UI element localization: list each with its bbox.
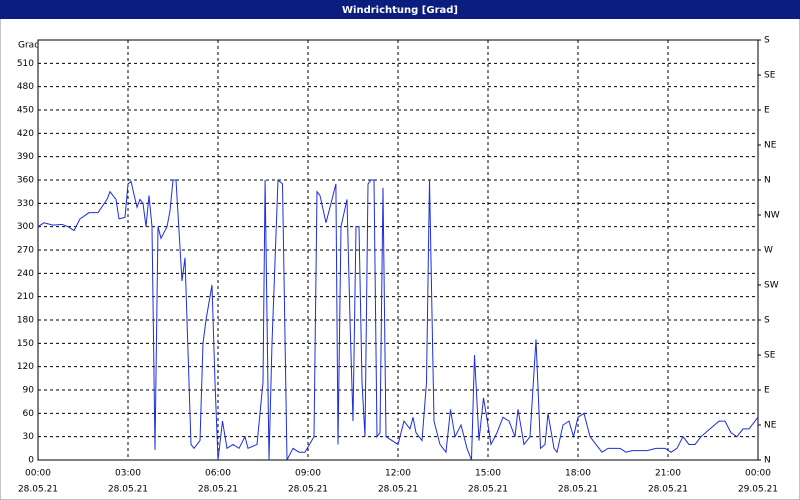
y2-tick-label: SE <box>764 351 776 361</box>
y-tick-label: 360 <box>17 176 34 186</box>
y-tick-label: 120 <box>17 362 34 372</box>
y2-tick-label: E <box>764 386 770 396</box>
y2-tick-label: N <box>764 176 771 186</box>
x-tick-label: 12:00 <box>385 469 411 479</box>
x-tick-date: 29.05.21 <box>738 485 778 495</box>
y-tick-label: 390 <box>17 152 34 162</box>
y-tick-label: 270 <box>17 246 34 256</box>
y2-tick-label: N <box>764 456 771 466</box>
x-tick-label: 21:00 <box>655 469 681 479</box>
y-tick-label: 300 <box>17 222 34 232</box>
y-tick-label: 60 <box>23 409 35 419</box>
y-tick-label: 450 <box>17 106 34 116</box>
y-tick-label: 30 <box>23 432 35 442</box>
x-tick-label: 00:00 <box>745 469 771 479</box>
x-tick-date: 28.05.21 <box>288 485 328 495</box>
y-axis-label: Grad <box>18 41 40 51</box>
x-tick-label: 15:00 <box>475 469 501 479</box>
y-tick-label: 510 <box>17 59 34 69</box>
x-tick-date: 28.05.21 <box>108 485 148 495</box>
y2-tick-label: NW <box>764 211 780 221</box>
x-tick-label: 18:00 <box>565 469 591 479</box>
x-tick-label: 03:00 <box>115 469 141 479</box>
y-tick-label: 90 <box>23 386 35 396</box>
y2-tick-label: NE <box>764 421 777 431</box>
data-line <box>37 178 759 461</box>
y2-tick-label: S <box>764 316 770 326</box>
y-tick-label: 330 <box>17 199 34 209</box>
x-tick-date: 28.05.21 <box>198 485 238 495</box>
x-tick-date: 28.05.21 <box>648 485 688 495</box>
y2-tick-label: E <box>764 106 770 116</box>
y-tick-label: 210 <box>17 292 34 302</box>
title-bar <box>0 0 800 19</box>
x-tick-label: 06:00 <box>205 469 231 479</box>
y-tick-label: 240 <box>17 269 34 279</box>
x-tick-label: 00:00 <box>25 469 51 479</box>
x-tick-label: 09:00 <box>295 469 321 479</box>
y-tick-label: 180 <box>17 316 34 326</box>
y-tick-label: 480 <box>17 82 34 92</box>
y2-tick-label: SE <box>764 71 776 81</box>
y-tick-label: 0 <box>28 456 34 466</box>
x-tick-date: 28.05.21 <box>558 485 598 495</box>
chart-title: Windrichtung [Grad] <box>342 5 458 16</box>
y-tick-label: 150 <box>17 339 34 349</box>
y2-tick-label: SW <box>764 281 779 291</box>
y2-tick-label: NE <box>764 141 777 151</box>
y2-tick-label: W <box>764 246 773 256</box>
y-tick-label: 420 <box>17 129 34 139</box>
x-tick-date: 28.05.21 <box>18 485 58 495</box>
y2-tick-label: S <box>764 36 770 46</box>
x-tick-date: 28.05.21 <box>378 485 418 495</box>
x-tick-date: 28.05.21 <box>468 485 508 495</box>
